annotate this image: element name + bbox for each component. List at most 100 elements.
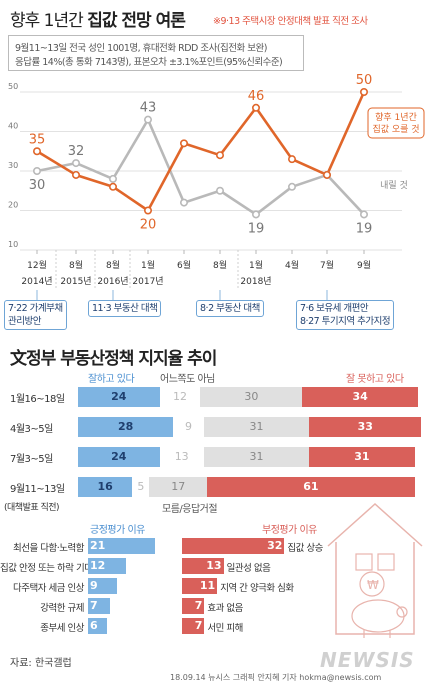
bar-segment-1: 5 [132, 477, 150, 497]
series-point-0 [322, 170, 331, 179]
year-label: 2015년 [60, 276, 91, 287]
reason-pos-bar: 6 [88, 618, 108, 634]
bar-segment-0: 16 [78, 477, 133, 497]
data-label: 19 [356, 221, 373, 236]
reason-neg-label: 일관성 없음 [226, 563, 271, 574]
series-point-0 [180, 139, 189, 148]
x-tick-label: 12월 [27, 259, 47, 271]
svg-text:₩: ₩ [367, 578, 379, 592]
legend-up-label: 집값 오를 것 [372, 123, 419, 135]
reason-pos-bar: 7 [88, 598, 111, 614]
reason-pos-label: 다주택자 세금 인상 [13, 583, 84, 594]
y-tick-label: 40 [8, 122, 18, 131]
reason-neg-label: 지역 간 양극화 심화 [220, 583, 294, 594]
series-line-1 [36, 118, 365, 216]
bar-segment-2: 17 [149, 477, 208, 497]
x-tick-label: 6월 [177, 259, 191, 271]
reason-neg-bar: 13 [182, 558, 224, 574]
legend-down-label: 내릴 것 [380, 180, 408, 191]
reason-neg-label: 효과 없음 [207, 603, 243, 614]
bar-segment-3: 61 [207, 477, 415, 497]
legend-neutral: 어느쪽도 아님 [160, 374, 215, 385]
series-point-0 [144, 206, 153, 215]
survey-line-2: 응답률 14%(총 통화 7143명), 표본오차 ±3.1%포인트(95%신뢰… [15, 57, 283, 68]
bar-segment-3: 33 [309, 417, 422, 437]
row-label: 4월3~5일 [10, 424, 53, 435]
series-point-1 [32, 167, 41, 176]
y-tick-label: 50 [8, 82, 18, 91]
data-label: 20 [140, 218, 157, 233]
source-text: 자료: 한국갤럽 [10, 658, 72, 669]
event-box-2016: 11·3 부동산 대책 [88, 300, 162, 317]
row-note: (대책발표 직전) [4, 503, 60, 513]
data-label: 30 [29, 178, 46, 193]
reason-neg-label: 집값 상승 [287, 543, 323, 554]
line-chart: 50 40 30 20 10 12월 8월 8월 1월 6월 8월 1월 4월 7월 9월 2014년 2015… [8, 73, 425, 300]
bar-segment-0: 24 [78, 387, 160, 407]
legend-positive: 잘하고 있다 [88, 374, 135, 385]
reason-neg-bar: 7 [182, 618, 205, 634]
bar-segment-2: 30 [200, 387, 303, 407]
x-tick-label: 8월 [106, 259, 120, 271]
event-box-2018: 7·6 보유세 개편안 8·27 투기지역 추가지정 [296, 300, 395, 330]
series-point-0 [32, 147, 41, 156]
data-label: 35 [29, 132, 46, 147]
series-point-1 [72, 159, 81, 168]
series-point-1 [359, 210, 368, 219]
legend-up-label: 향후 1년간 [375, 111, 417, 123]
data-label: 50 [356, 73, 373, 88]
reason-pos-label: 최선을 다함·노력함 [13, 543, 84, 554]
reason-pos-bar: 12 [88, 558, 127, 574]
series-point-0 [359, 88, 368, 97]
survey-info-box: 9월11~13일 전국 성인 1001명, 휴대전화 RDD 조사(집전화 보완… [8, 35, 304, 71]
bar-segment-3: 34 [302, 387, 418, 407]
year-label: 2014년 [21, 276, 52, 287]
x-tick-label: 9월 [357, 259, 371, 271]
chart-note: ※9·13 주택시장 안정대책 발표 직전 조사 [213, 16, 368, 27]
reason-neg-bar: 11 [182, 578, 218, 594]
series-point-1 [287, 182, 296, 191]
legend-up-box [367, 107, 425, 139]
data-label: 46 [248, 89, 265, 104]
x-tick-label: 1월 [249, 259, 263, 271]
y-tick-label: 30 [8, 161, 18, 170]
row-label: 1월16~18일 [10, 394, 65, 405]
legend-negative-reasons: 부정평가 이유 [262, 525, 317, 536]
x-tick-label: 1월 [141, 259, 155, 271]
year-label: 2016년 [97, 276, 128, 287]
reason-neg-bar: 32 [182, 538, 285, 554]
series-point-1 [144, 115, 153, 124]
x-tick-label: 8월 [213, 259, 227, 271]
reason-pos-label: 종부세 인상 [40, 623, 84, 634]
bar-segment-1: 9 [173, 417, 204, 437]
credit-text: 18.09.14 뉴시스 그래픽 안지혜 기자 hokma@newsis.com [170, 673, 382, 682]
row-label: 9월11~13일 [10, 484, 65, 495]
series-point-1 [216, 186, 225, 195]
bar-segment-2: 31 [203, 447, 310, 467]
series-point-1 [180, 198, 189, 207]
bar-segment-3: 31 [309, 447, 415, 467]
x-tick-label: 8월 [69, 259, 83, 271]
bar-segment-1: 12 [159, 387, 201, 407]
data-label: 43 [140, 101, 157, 116]
reason-pos-bar: 21 [88, 538, 156, 554]
series-point-0 [216, 151, 225, 160]
y-tick-label: 20 [8, 201, 18, 210]
series-point-0 [72, 170, 81, 179]
reason-pos-label: 집값 안정 또는 하락 기대 [0, 563, 93, 574]
series-point-1 [252, 210, 261, 219]
bar-segment-0: 24 [78, 447, 160, 467]
bar-segment-2: 31 [203, 417, 310, 437]
newsis-logo: NEWSIS [320, 648, 415, 672]
series-point-0 [287, 155, 296, 164]
house-piggy-illustration: ₩ [327, 502, 423, 638]
data-label: 19 [248, 221, 265, 236]
bar-segment-0: 28 [78, 417, 174, 437]
x-tick-label: 7월 [320, 259, 334, 271]
series-line-0 [36, 91, 366, 212]
y-tick-label: 10 [8, 240, 18, 249]
legend-positive-reasons: 긍정평가 이유 [90, 525, 145, 536]
chart-title-2: 文정부 부동산정책 지지율 추이 [10, 349, 217, 369]
